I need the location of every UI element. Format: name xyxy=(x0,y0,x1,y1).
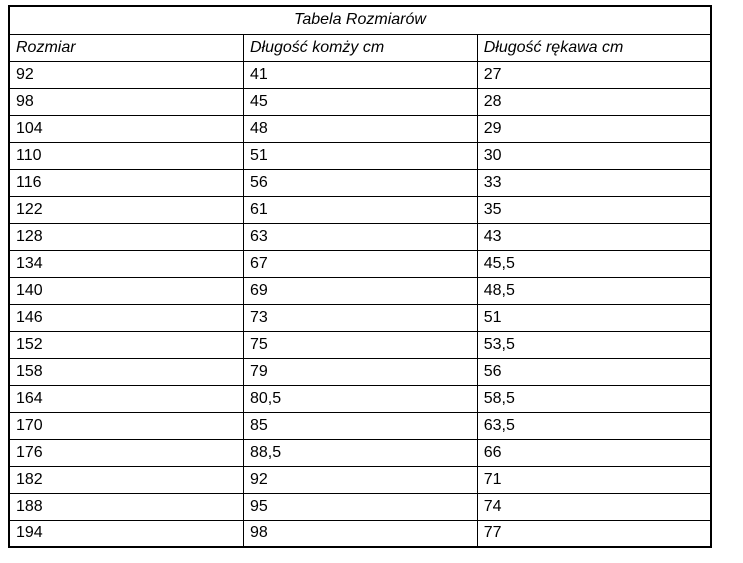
table-row: 128 63 43 xyxy=(8,222,712,251)
table-cell: 71 xyxy=(476,465,712,494)
table-cell: 29 xyxy=(476,114,712,143)
table-cell: 33 xyxy=(476,168,712,197)
table-cell: 92 xyxy=(8,60,244,89)
table-cell: 140 xyxy=(8,276,244,305)
table-row: 170 85 63,5 xyxy=(8,411,712,440)
column-header-dlugosc-rekawa: Długość rękawa cm xyxy=(476,33,712,62)
table-cell: 41 xyxy=(242,60,478,89)
table-row: 98 45 28 xyxy=(8,87,712,116)
table-cell: 158 xyxy=(8,357,244,386)
table-row: 116 56 33 xyxy=(8,168,712,197)
table-cell: 63,5 xyxy=(476,411,712,440)
column-header-rozmiar: Rozmiar xyxy=(8,33,244,62)
table-cell: 73 xyxy=(242,303,478,332)
table-title: Tabela Rozmiarów xyxy=(8,5,712,35)
size-table-body: 92 41 27 98 45 28 104 48 29 110 51 30 116 56 33 122 61 35… xyxy=(8,60,712,548)
table-row: 188 95 74 xyxy=(8,492,712,521)
table-cell: 188 xyxy=(8,492,244,521)
table-row: 194 98 77 xyxy=(8,519,712,548)
table-cell: 51 xyxy=(242,141,478,170)
table-header-row: Rozmiar Długość komży cm Długość rękawa … xyxy=(8,33,712,62)
table-row: 122 61 35 xyxy=(8,195,712,224)
table-cell: 58,5 xyxy=(476,384,712,413)
table-cell: 45 xyxy=(242,87,478,116)
table-cell: 98 xyxy=(8,87,244,116)
table-cell: 128 xyxy=(8,222,244,251)
table-cell: 35 xyxy=(476,195,712,224)
table-cell: 92 xyxy=(242,465,478,494)
table-cell: 61 xyxy=(242,195,478,224)
table-cell: 48 xyxy=(242,114,478,143)
table-cell: 110 xyxy=(8,141,244,170)
table-cell: 66 xyxy=(476,438,712,467)
table-row: 152 75 53,5 xyxy=(8,330,712,359)
table-row: 134 67 45,5 xyxy=(8,249,712,278)
table-cell: 164 xyxy=(8,384,244,413)
table-row: 92 41 27 xyxy=(8,60,712,89)
table-cell: 53,5 xyxy=(476,330,712,359)
table-cell: 79 xyxy=(242,357,478,386)
table-cell: 51 xyxy=(476,303,712,332)
table-cell: 63 xyxy=(242,222,478,251)
table-cell: 122 xyxy=(8,195,244,224)
table-row: 110 51 30 xyxy=(8,141,712,170)
table-cell: 43 xyxy=(476,222,712,251)
table-cell: 104 xyxy=(8,114,244,143)
table-cell: 85 xyxy=(242,411,478,440)
table-cell: 67 xyxy=(242,249,478,278)
table-title-row: Tabela Rozmiarów xyxy=(8,5,712,35)
table-row: 164 80,5 58,5 xyxy=(8,384,712,413)
table-cell: 30 xyxy=(476,141,712,170)
table-row: 104 48 29 xyxy=(8,114,712,143)
size-table: Tabela Rozmiarów Rozmiar Długość komży c… xyxy=(8,5,712,548)
table-cell: 28 xyxy=(476,87,712,116)
table-row: 158 79 56 xyxy=(8,357,712,386)
table-row: 146 73 51 xyxy=(8,303,712,332)
table-row: 140 69 48,5 xyxy=(8,276,712,305)
table-cell: 69 xyxy=(242,276,478,305)
table-cell: 56 xyxy=(242,168,478,197)
table-cell: 134 xyxy=(8,249,244,278)
table-cell: 48,5 xyxy=(476,276,712,305)
table-cell: 74 xyxy=(476,492,712,521)
table-cell: 194 xyxy=(8,519,244,548)
table-cell: 27 xyxy=(476,60,712,89)
table-cell: 146 xyxy=(8,303,244,332)
table-cell: 80,5 xyxy=(242,384,478,413)
table-cell: 75 xyxy=(242,330,478,359)
table-cell: 88,5 xyxy=(242,438,478,467)
table-cell: 95 xyxy=(242,492,478,521)
table-cell: 116 xyxy=(8,168,244,197)
table-cell: 176 xyxy=(8,438,244,467)
table-row: 176 88,5 66 xyxy=(8,438,712,467)
table-cell: 98 xyxy=(242,519,478,548)
table-cell: 182 xyxy=(8,465,244,494)
column-header-dlugosc-komzy: Długość komży cm xyxy=(242,33,478,62)
table-cell: 77 xyxy=(476,519,712,548)
table-cell: 152 xyxy=(8,330,244,359)
table-cell: 45,5 xyxy=(476,249,712,278)
table-cell: 56 xyxy=(476,357,712,386)
table-row: 182 92 71 xyxy=(8,465,712,494)
table-cell: 170 xyxy=(8,411,244,440)
